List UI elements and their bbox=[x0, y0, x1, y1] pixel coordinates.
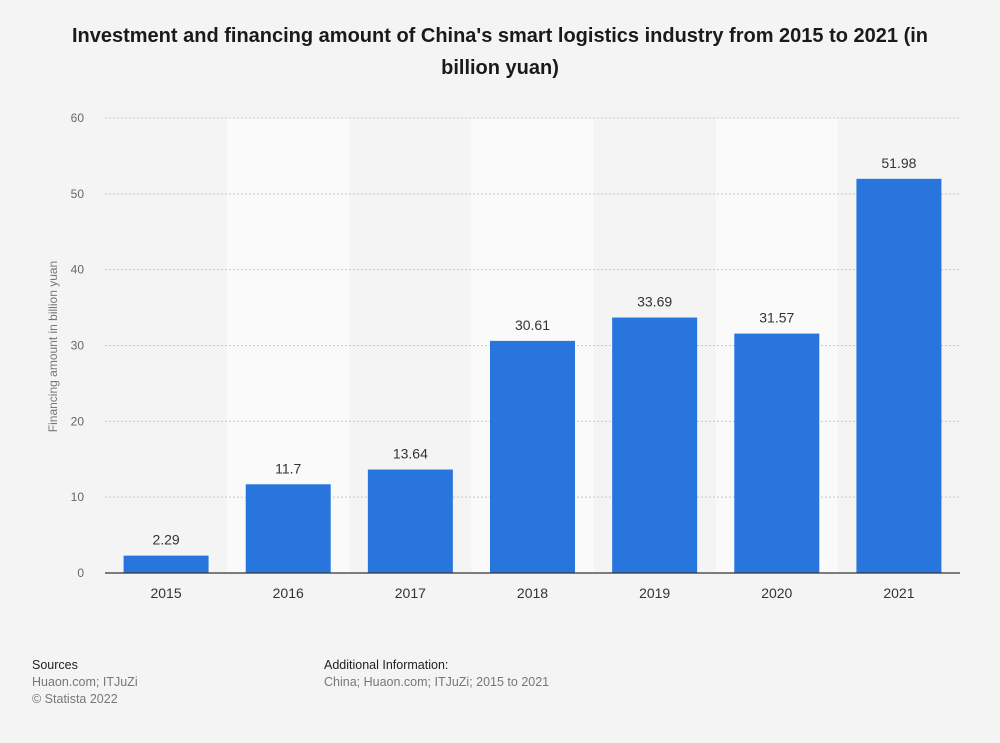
bar bbox=[245, 484, 331, 573]
bar bbox=[734, 333, 820, 573]
bar bbox=[856, 178, 942, 573]
x-tick-label: 2016 bbox=[273, 585, 304, 601]
copyright-text: © Statista 2022 bbox=[32, 692, 118, 706]
additional-info-block: Additional Information: China; Huaon.com… bbox=[324, 657, 549, 691]
x-tick-label: 2018 bbox=[517, 585, 548, 601]
data-label: 11.7 bbox=[275, 460, 301, 476]
bar bbox=[612, 317, 698, 573]
data-label: 31.57 bbox=[759, 310, 794, 326]
y-tick-label: 40 bbox=[71, 263, 85, 277]
additional-info-text: China; Huaon.com; ITJuZi; 2015 to 2021 bbox=[324, 675, 550, 689]
y-tick-label: 60 bbox=[71, 111, 85, 125]
x-tick-label: 2021 bbox=[883, 585, 914, 601]
data-label: 33.69 bbox=[637, 294, 672, 310]
data-label: 2.29 bbox=[152, 532, 179, 548]
bar bbox=[123, 555, 209, 573]
data-label: 51.98 bbox=[881, 155, 916, 171]
y-tick-label: 50 bbox=[71, 187, 85, 201]
sources-heading: Sources bbox=[32, 658, 78, 672]
bar bbox=[490, 340, 575, 573]
additional-info-heading: Additional Information: bbox=[324, 658, 449, 672]
x-tick-label: 2017 bbox=[395, 585, 426, 601]
sources-block: Sources Huaon.com; ITJuZi © Statista 202… bbox=[32, 657, 138, 708]
x-tick-label: 2020 bbox=[761, 585, 792, 601]
y-tick-label: 10 bbox=[71, 490, 85, 504]
data-label: 30.61 bbox=[515, 317, 550, 333]
y-tick-label: 30 bbox=[71, 339, 85, 353]
data-label: 13.64 bbox=[393, 446, 428, 462]
chart-title: Investment and financing amount of China… bbox=[71, 25, 929, 79]
y-axis-title: Financing amount in billion yuan bbox=[46, 261, 60, 432]
y-tick-label: 0 bbox=[77, 566, 84, 580]
x-tick-label: 2015 bbox=[150, 585, 181, 601]
sources-text: Huaon.com; ITJuZi bbox=[32, 675, 138, 689]
bar bbox=[367, 469, 453, 573]
x-tick-label: 2019 bbox=[639, 585, 670, 601]
y-tick-label: 20 bbox=[71, 414, 85, 428]
